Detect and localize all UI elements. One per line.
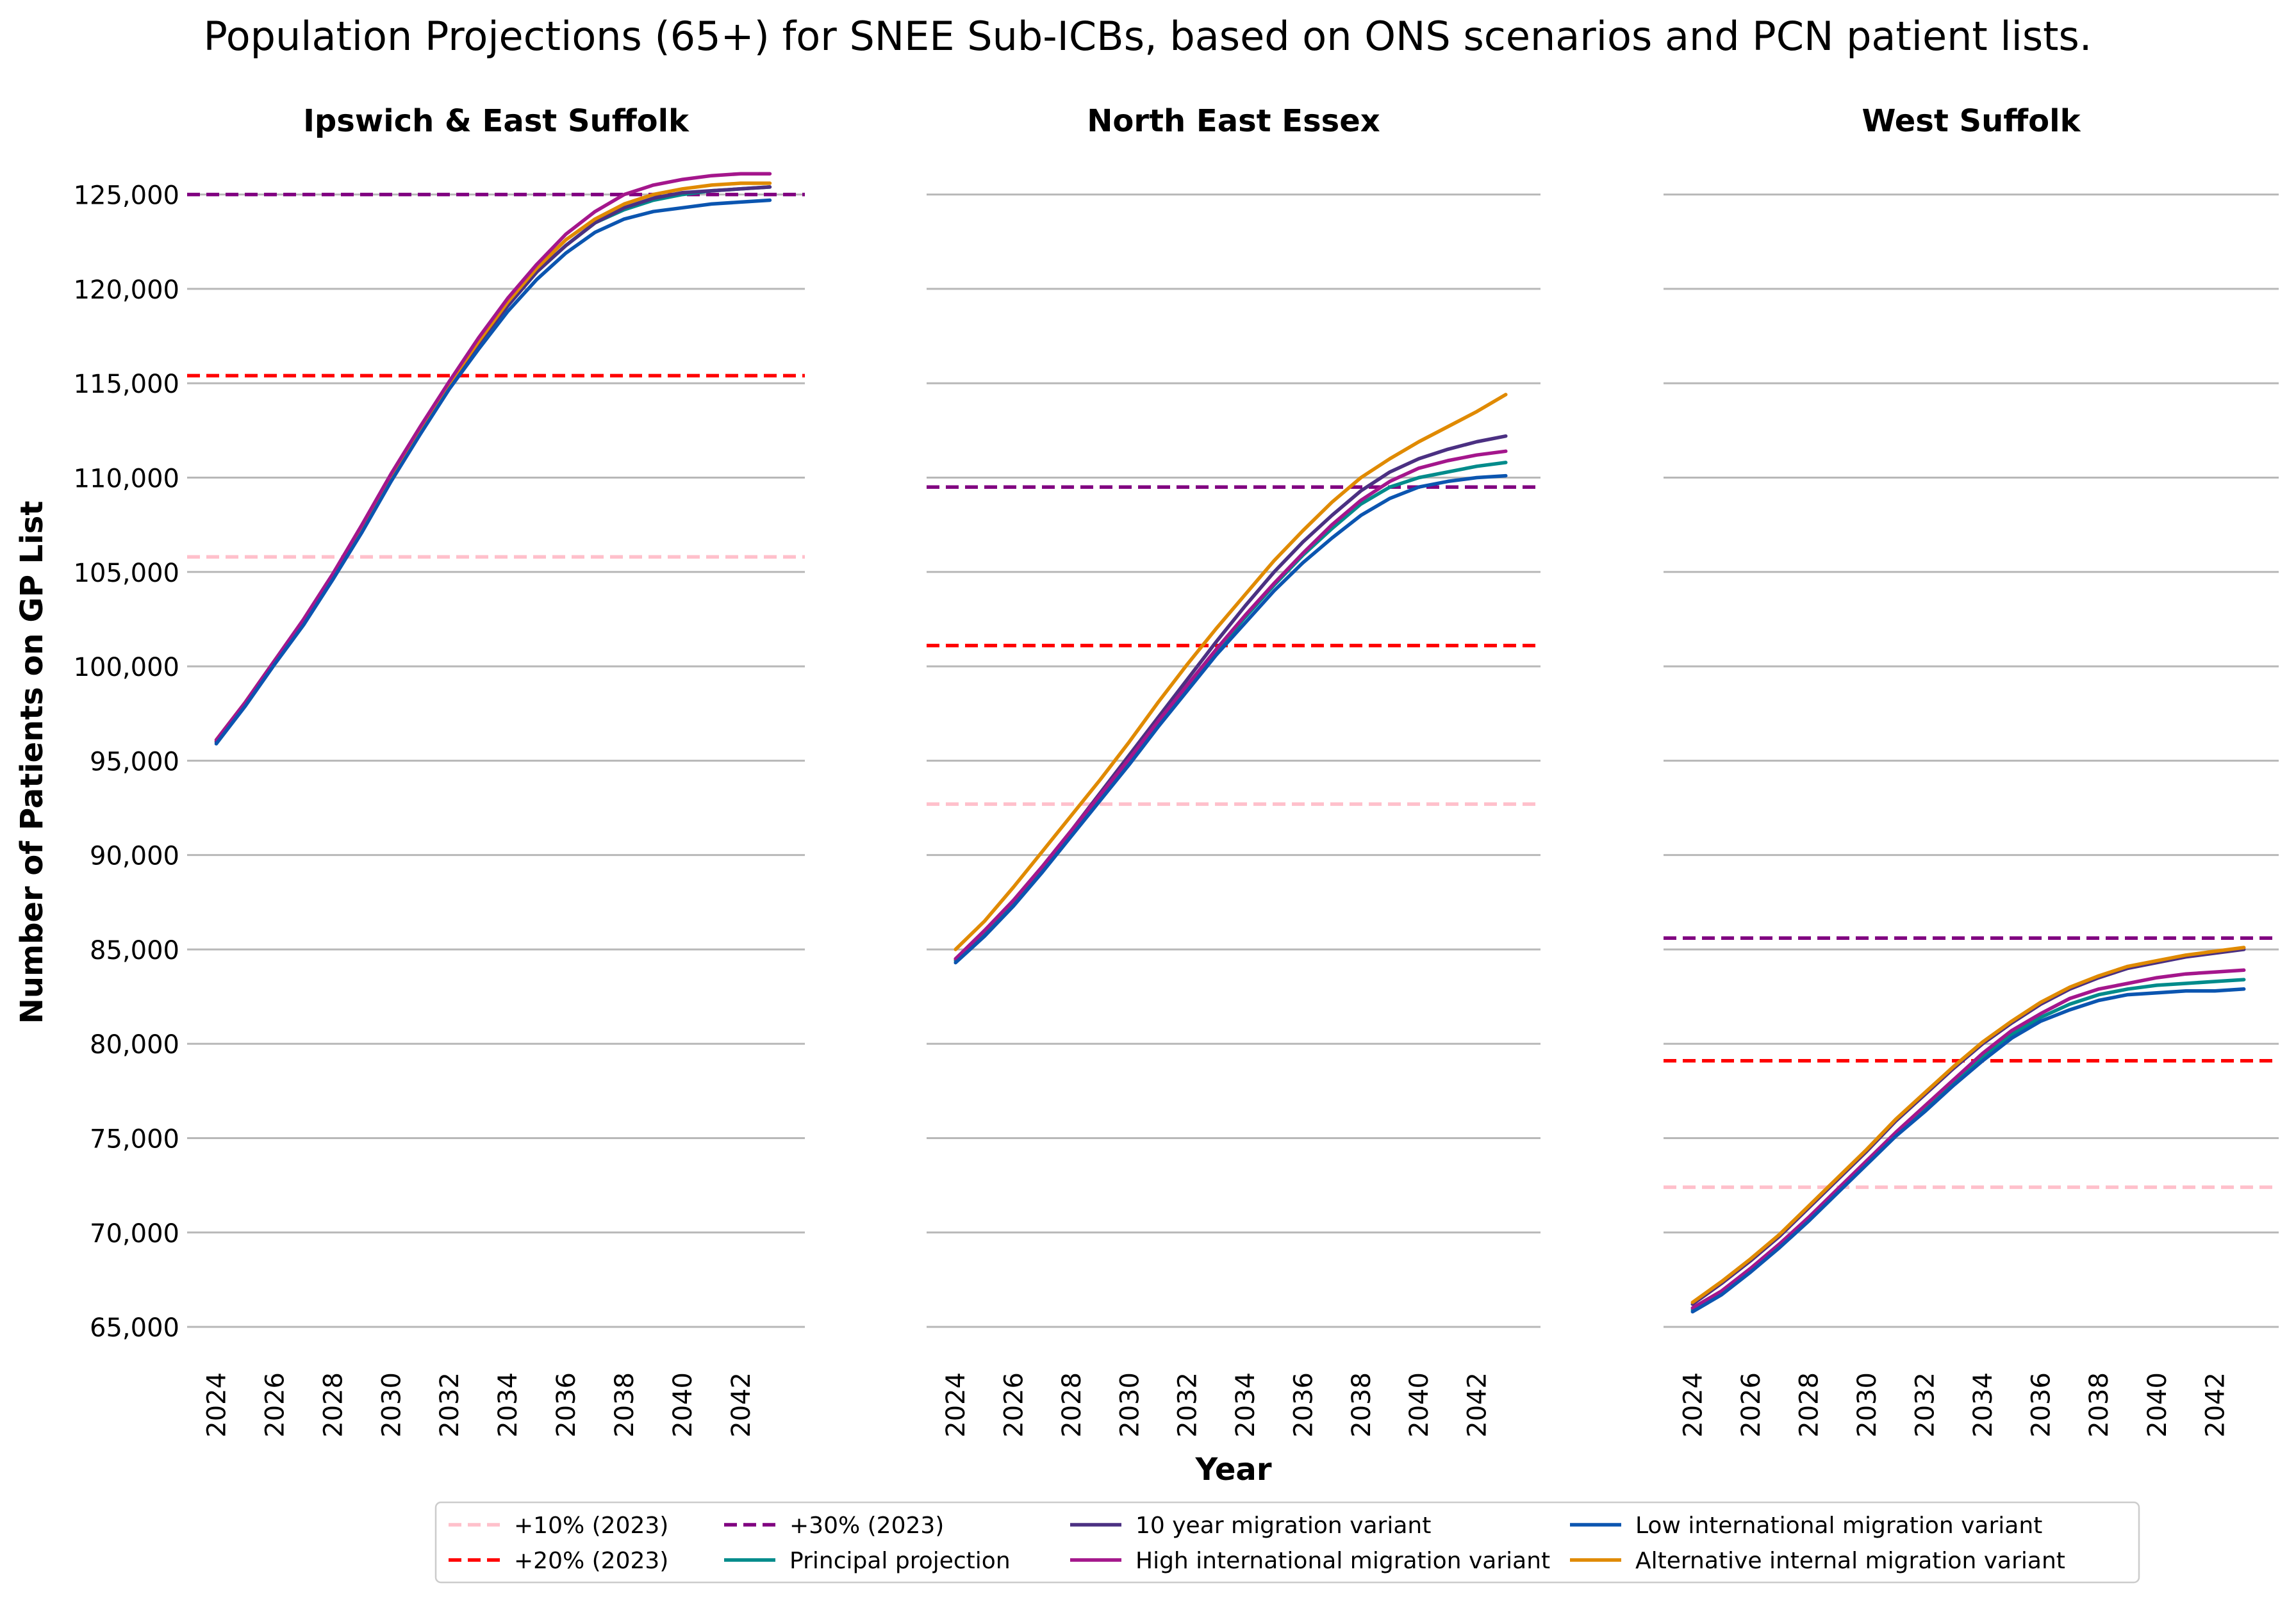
- legend-entry-alternative-internal-migration-variant: Alternative internal migration variant: [1570, 1548, 2065, 1574]
- y-tick-label: 100,000: [74, 653, 179, 682]
- x-tick-label: 2030: [1853, 1372, 1882, 1438]
- x-tick-label: 2024: [1678, 1372, 1708, 1438]
- x-tick-label: 2042: [1463, 1372, 1492, 1438]
- x-tick-label: 2038: [2085, 1372, 2114, 1438]
- chart-title: Population Projections (65+) for SNEE Su…: [204, 13, 2092, 60]
- y-tick-label: 115,000: [74, 370, 179, 399]
- x-tick-label: 2040: [1405, 1372, 1434, 1438]
- legend-label: Alternative internal migration variant: [1635, 1548, 2065, 1574]
- x-tick-label: 2028: [1057, 1372, 1087, 1438]
- y-tick-label: 105,000: [74, 559, 179, 588]
- x-tick-label: 2036: [1289, 1372, 1318, 1438]
- legend-entry-10-2023: +10% (2023): [449, 1513, 668, 1539]
- x-tick-label: 2034: [1969, 1372, 1998, 1438]
- x-tick-label: 2038: [1347, 1372, 1376, 1438]
- legend-frame: [434, 1501, 2140, 1584]
- x-tick-label: 2032: [1911, 1372, 1940, 1438]
- x-tick-label: 2036: [2027, 1372, 2056, 1438]
- y-tick-label: 110,000: [74, 464, 179, 494]
- x-tick-label: 2026: [260, 1372, 290, 1438]
- panel-north-east-essex: North East Essex 2024 2026 2028 2030 2032 2034…: [927, 103, 1540, 1438]
- legend-label: High international migration variant: [1136, 1548, 1550, 1574]
- y-tick-label: 95,000: [90, 747, 179, 776]
- x-tick-label: 2034: [1231, 1372, 1260, 1438]
- legend-label: +30% (2023): [789, 1513, 944, 1539]
- panel-title: North East Essex: [1087, 103, 1380, 139]
- y-tick-label: 80,000: [90, 1030, 179, 1060]
- y-tick-label: 85,000: [90, 936, 179, 965]
- y-tick-label: 90,000: [90, 842, 179, 871]
- x-tick-label: 2026: [1000, 1372, 1029, 1438]
- panel-west-suffolk: West Suffolk 2024 2026 2028 2030 2032 2034 2036…: [1664, 103, 2279, 1438]
- x-tick-label: 2024: [941, 1372, 971, 1438]
- x-tick-label: 2026: [1737, 1372, 1766, 1438]
- legend-label: 10 year migration variant: [1136, 1513, 1431, 1539]
- x-tick-label: 2042: [727, 1372, 756, 1438]
- x-tick-label: 2030: [377, 1372, 406, 1438]
- panel-title: Ipswich & East Suffolk: [303, 103, 690, 139]
- legend-label: +10% (2023): [514, 1513, 668, 1539]
- series-line-high-international-migration-variant: [1690, 968, 2246, 1310]
- x-axis-label: Year: [1195, 1452, 1272, 1488]
- x-tick-label: 2030: [1115, 1372, 1144, 1438]
- y-tick-label: 65,000: [90, 1313, 179, 1343]
- legend-entry-high-international-migration-variant: High international migration variant: [1070, 1548, 1550, 1574]
- x-tick-label: 2032: [435, 1372, 465, 1438]
- x-tick-label: 2038: [610, 1372, 640, 1438]
- legend-entry-20-2023: +20% (2023): [449, 1548, 668, 1574]
- x-tick-label: 2034: [493, 1372, 523, 1438]
- x-tick-label: 2032: [1173, 1372, 1203, 1438]
- series-line-alternative-internal-migration-variant: [1690, 946, 2246, 1304]
- x-tick-label: 2024: [202, 1372, 231, 1438]
- legend-entry-30-2023: +30% (2023): [724, 1513, 944, 1539]
- y-tick-label: 70,000: [90, 1219, 179, 1249]
- x-tick-label: 2040: [2143, 1372, 2172, 1438]
- legend-label: +20% (2023): [514, 1548, 668, 1574]
- x-tick-label: 2042: [2201, 1372, 2230, 1438]
- legend-label: Low international migration variant: [1635, 1513, 2042, 1539]
- panel-title: West Suffolk: [1862, 103, 2081, 139]
- legend-entry-principal-projection: Principal projection: [724, 1548, 1011, 1574]
- legend: +10% (2023) +20% (2023) +30% (2023) Princip…: [434, 1501, 2140, 1584]
- panel-ipswich-and-east-suffolk: Ipswich & East Suffolk 65,000 70,000 75,000…: [74, 103, 805, 1438]
- x-tick-label: 2028: [1794, 1372, 1824, 1438]
- y-tick-label: 120,000: [74, 275, 179, 305]
- y-tick-label: 75,000: [90, 1125, 179, 1154]
- series-line-alternative-internal-migration-variant: [954, 393, 1508, 951]
- y-tick-label: 125,000: [74, 181, 179, 211]
- series-line-high-international-migration-variant: [954, 449, 1508, 961]
- panels-group: Ipswich & East Suffolk 65,000 70,000 75,000…: [74, 103, 2279, 1438]
- x-tick-label: 2036: [552, 1372, 581, 1438]
- series-line-high-international-migration-variant: [214, 172, 772, 742]
- y-axis-label: Number of Patients on GP List: [14, 501, 50, 1024]
- x-tick-label: 2040: [668, 1372, 698, 1438]
- x-tick-label: 2028: [318, 1372, 348, 1438]
- series-line-low-international-migration-variant: [954, 473, 1508, 965]
- legend-entry-low-international-migration-variant: Low international migration variant: [1570, 1513, 2042, 1539]
- legend-entry-10-year-migration-variant: 10 year migration variant: [1070, 1513, 1431, 1539]
- series-line-low-international-migration-variant: [214, 198, 772, 746]
- series-line-low-international-migration-variant: [1690, 987, 2246, 1314]
- legend-label: Principal projection: [789, 1548, 1011, 1574]
